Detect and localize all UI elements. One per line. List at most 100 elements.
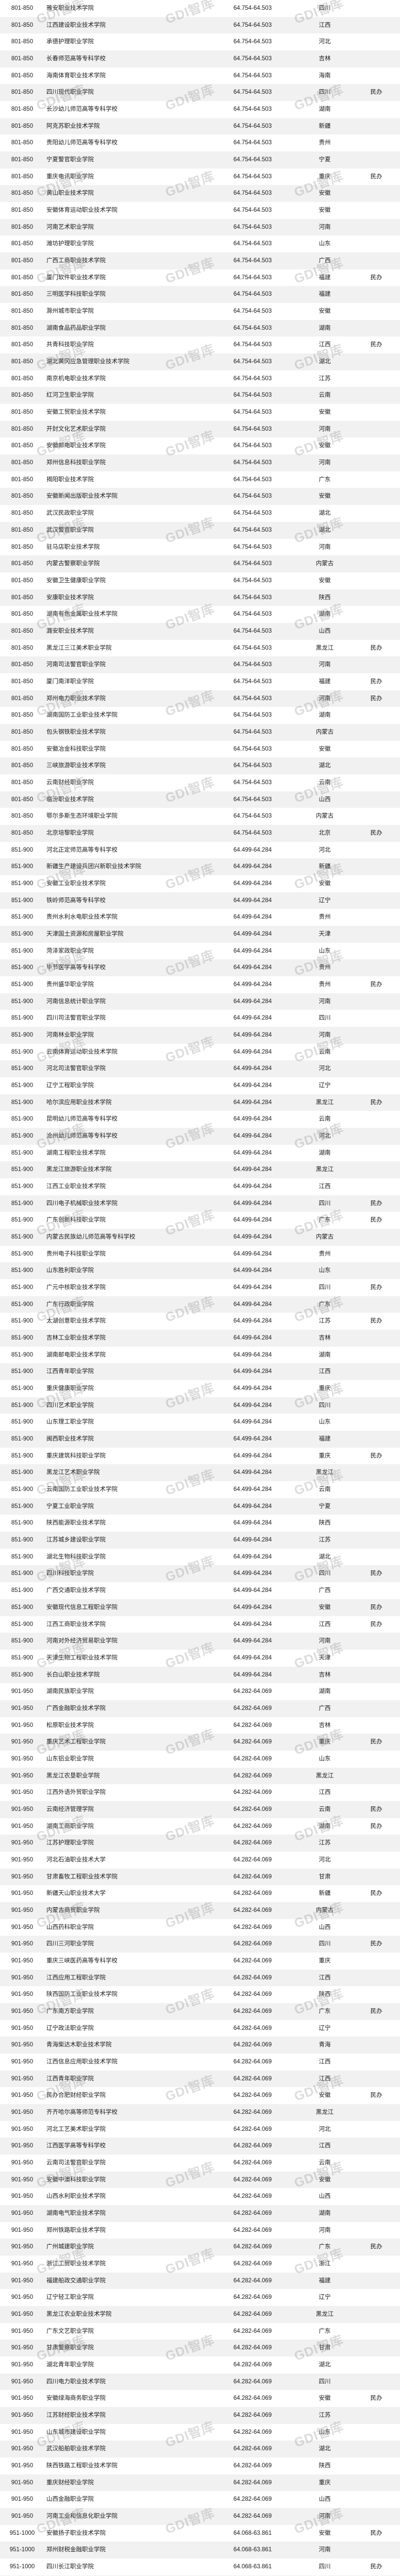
table-row[interactable]: 851-900 贵州水利水电职业技术学院 64.499-64.284 贵州: [0, 909, 400, 926]
table-row[interactable]: 801-850 三峡旅游职业技术学院 64.754-64.503 湖北: [0, 757, 400, 774]
table-row[interactable]: 801-850 云南财经职业学院 64.754-64.503 云南: [0, 774, 400, 791]
table-row[interactable]: 851-900 哈尔滨应用职业技术学院 64.499-64.284 黑龙江 民办: [0, 1094, 400, 1111]
table-row[interactable]: 901-950 湖北青年职业学院 64.282-64.069 湖北: [0, 2357, 400, 2374]
table-row[interactable]: 851-900 陕西能源职业技术学院 64.499-64.284 陕西: [0, 1515, 400, 1532]
table-row[interactable]: 901-950 浙江工贸职业技术学院 64.282-64.069 浙江: [0, 2256, 400, 2273]
table-row[interactable]: 801-850 贵阳幼儿师范高等专科学校 64.754-64.503 贵州: [0, 134, 400, 152]
table-row[interactable]: 851-900 湖北生物科技职业学院 64.499-64.284 湖北: [0, 1548, 400, 1566]
table-row[interactable]: 801-850 驻马店职业技术学院 64.754-64.503 河南: [0, 538, 400, 556]
table-row[interactable]: 801-850 广西工商职业技术学院 64.754-64.503 广西: [0, 252, 400, 269]
table-row[interactable]: 851-900 广东行政职业学院 64.499-64.284 广东: [0, 1296, 400, 1313]
table-row[interactable]: 851-900 天津国土资源和房屋职业学院 64.499-64.284 天津: [0, 925, 400, 943]
table-row[interactable]: 801-850 承德护理职业学院 64.754-64.503 河北: [0, 33, 400, 51]
table-row[interactable]: 801-850 海南体育职业技术学院 64.754-64.503 海南: [0, 67, 400, 84]
table-row[interactable]: 801-850 潞安职业技术学院 64.754-64.503 山西: [0, 622, 400, 640]
table-row[interactable]: 801-850 安徽体育运动职业技术学院 64.754-64.503 安徽: [0, 202, 400, 219]
table-row[interactable]: 851-900 辽宁工程职业学院 64.499-64.284 辽宁: [0, 1077, 400, 1094]
table-row[interactable]: 801-850 安徽冶金科技职业学院 64.754-64.503 安徽: [0, 740, 400, 758]
table-row[interactable]: 801-850 厦门软件职业技术学院 64.754-64.503 福建 民办: [0, 269, 400, 286]
table-row[interactable]: 801-850 郑州电力职业技术学院 64.754-64.503 河南 民办: [0, 690, 400, 707]
table-row[interactable]: 901-950 江西青年职业学院 64.282-64.069 江西: [0, 2070, 400, 2088]
table-row[interactable]: 901-950 武汉船舶职业技术学院 64.282-64.069 湖北: [0, 2441, 400, 2458]
table-row[interactable]: 801-850 开封文化艺术职业学院 64.754-64.503 河南: [0, 420, 400, 438]
table-row[interactable]: 801-850 安徽卫生健康职业学院 64.754-64.503 安徽: [0, 572, 400, 589]
table-row[interactable]: 801-850 河南司法警官职业学院 64.754-64.503 河南: [0, 656, 400, 673]
table-row[interactable]: 901-950 安徽绿海商务职业学院 64.282-64.069 安徽 民办: [0, 2390, 400, 2408]
table-row[interactable]: 801-850 武汉民政职业学院 64.754-64.503 湖北: [0, 505, 400, 522]
table-row[interactable]: 801-850 长沙幼儿师范高等专科学校 64.754-64.503 湖南: [0, 101, 400, 118]
table-row[interactable]: 801-850 重庆电讯职业学院 64.754-64.503 重庆 民办: [0, 168, 400, 185]
table-row[interactable]: 901-950 重庆三峡医药高等专科学校 64.282-64.069 重庆: [0, 1952, 400, 1970]
table-row[interactable]: 851-900 重庆建筑科技职业学院 64.499-64.284 重庆 民办: [0, 1447, 400, 1465]
table-row[interactable]: 901-950 山东铝业职业学院 64.282-64.069 山东: [0, 1750, 400, 1768]
table-row[interactable]: 851-900 河南信息统计职业学院 64.499-64.284 河南: [0, 993, 400, 1010]
table-row[interactable]: 851-900 四川司法警官职业学院 64.499-64.284 四川: [0, 1010, 400, 1027]
table-row[interactable]: 851-900 河南林业职业学院 64.499-64.284 河南: [0, 1026, 400, 1044]
table-row[interactable]: 801-850 厦门南洋职业学院 64.754-64.503 福建 民办: [0, 673, 400, 690]
table-row[interactable]: 901-950 河北工艺美术职业学院 64.282-64.069 河北: [0, 2121, 400, 2138]
table-row[interactable]: 901-950 河北石油职业技术大学 64.282-64.069 河北: [0, 1851, 400, 1869]
table-row[interactable]: 851-900 黑龙江艺术职业学院 64.499-64.284 黑龙江: [0, 1464, 400, 1482]
table-row[interactable]: 851-900 天津生物工程职业技术学院 64.499-64.284 天津: [0, 1649, 400, 1667]
table-row[interactable]: 851-900 贵州电子科技职业学院 64.499-64.284 贵州: [0, 1245, 400, 1263]
table-row[interactable]: 951-1000 四川长江职业学院 64.068-63.861 四川 民办: [0, 2558, 400, 2575]
table-row[interactable]: 901-950 湖南工商职业学院 64.282-64.069 湖南 民办: [0, 1818, 400, 1835]
table-row[interactable]: 951-1000 安徽扬子职业技术学院 64.068-63.861 安徽 民办: [0, 2524, 400, 2542]
table-row[interactable]: 851-900 黑龙江旅游职业技术学院 64.499-64.284 黑龙江: [0, 1161, 400, 1179]
table-row[interactable]: 851-900 四川艺术职业学院 64.499-64.284 四川: [0, 1397, 400, 1414]
table-row[interactable]: 901-950 山西水利职业技术学院 64.282-64.069 山西: [0, 2188, 400, 2206]
table-row[interactable]: 801-850 安徽新闻出版职业技术学院 64.754-64.503 安徽: [0, 488, 400, 505]
table-row[interactable]: 901-950 辽宁轻工职业学院 64.282-64.069 辽宁: [0, 2289, 400, 2307]
table-row[interactable]: 801-850 红河卫生职业学院 64.754-64.503 云南: [0, 387, 400, 404]
table-row[interactable]: 801-850 内蒙古警察职业学院 64.754-64.503 内蒙古: [0, 555, 400, 572]
table-row[interactable]: 901-950 安徽中澳科技职业学院 64.282-64.069 安徽: [0, 2171, 400, 2189]
table-row[interactable]: 801-850 临汾职业技术学院 64.754-64.503 山西: [0, 791, 400, 808]
table-row[interactable]: 901-950 江西外语外贸职业学院 64.282-64.069 江西: [0, 1784, 400, 1801]
table-row[interactable]: 901-950 四川三河职业学院 64.282-64.069 四川 民办: [0, 1936, 400, 1953]
table-row[interactable]: 901-950 齐齐哈尔高等师范专科学校 64.282-64.069 黑龙江: [0, 2104, 400, 2121]
table-row[interactable]: 901-950 陕西铁路工程职业技术学院 64.282-64.069 陕西: [0, 2458, 400, 2475]
table-row[interactable]: 801-850 武汉警官职业学院 64.754-64.503 湖北: [0, 521, 400, 539]
table-row[interactable]: 851-900 云南体育运动职业技术学院 64.499-64.284 云南: [0, 1043, 400, 1061]
table-row[interactable]: 901-950 江西应用工程职业学院 64.282-64.069 江西: [0, 1969, 400, 1987]
table-row[interactable]: 901-950 江苏护理职业学院 64.282-64.069 江苏: [0, 1835, 400, 1852]
table-row[interactable]: 801-850 河南艺术职业学院 64.754-64.503 河南: [0, 218, 400, 236]
table-row[interactable]: 851-900 新疆生产建设兵团兴新职业技术学院 64.499-64.284 新疆: [0, 858, 400, 875]
table-row[interactable]: 851-900 山东胜利职业学院 64.499-64.284 山东: [0, 1262, 400, 1280]
table-row[interactable]: 801-850 揭阳职业技术学院 64.754-64.503 广东: [0, 471, 400, 488]
table-row[interactable]: 801-850 共青科技职业学院 64.754-64.503 江西 民办: [0, 336, 400, 354]
table-row[interactable]: 801-850 郑州信息科技职业学院 64.754-64.503 河南: [0, 454, 400, 471]
table-row[interactable]: 901-950 甘肃畜牧工程职业技术学院 64.282-64.069 甘肃: [0, 1868, 400, 1886]
table-row[interactable]: 901-950 河南工业和信息化职业学院 64.282-64.069 河南: [0, 2508, 400, 2525]
table-row[interactable]: 851-900 吉林工业职业技术学院 64.499-64.284 吉林: [0, 1330, 400, 1347]
table-row[interactable]: 801-850 湖北黄冈应急管理职业技术学院 64.754-64.503 湖北: [0, 353, 400, 370]
table-row[interactable]: 851-900 昆明幼儿师范高等专科学校 64.499-64.284 云南: [0, 1111, 400, 1128]
table-row[interactable]: 801-850 长春师范高等专科学校 64.754-64.503 吉林: [0, 50, 400, 67]
table-row[interactable]: 901-950 内蒙古商贸职业学院 64.282-64.069 内蒙古: [0, 1902, 400, 1919]
table-row[interactable]: 801-850 黑龙江三江美术职业学院 64.754-64.503 黑龙江 民办: [0, 639, 400, 657]
table-row[interactable]: 851-900 太湖创意职业技术学院 64.499-64.284 江苏 民办: [0, 1313, 400, 1330]
table-row[interactable]: 901-950 辽宁政法职业学院 64.282-64.069 辽宁: [0, 2020, 400, 2037]
table-row[interactable]: 851-900 湖南邮电职业技术学院 64.499-64.284 湖南: [0, 1346, 400, 1364]
table-row[interactable]: 851-900 四川科技职业学院 64.499-64.284 四川 民办: [0, 1565, 400, 1583]
table-row[interactable]: 851-900 湖南工程职业技术学院 64.499-64.284 湖南: [0, 1144, 400, 1162]
table-row[interactable]: 851-900 河南对外经济贸易职业学院 64.499-64.284 河南: [0, 1633, 400, 1650]
table-row[interactable]: 801-850 江西建设职业技术学院 64.754-64.503 江西: [0, 16, 400, 34]
table-row[interactable]: 801-850 安徽工贸职业技术学院 64.754-64.503 安徽: [0, 404, 400, 421]
table-row[interactable]: 901-950 松原职业技术学院 64.282-64.069 吉林: [0, 1717, 400, 1734]
table-row[interactable]: 901-950 江西信息应用职业技术学院 64.282-64.069 江西: [0, 2053, 400, 2071]
table-row[interactable]: 801-850 安康职业技术学院 64.754-64.503 陕西: [0, 589, 400, 606]
table-row[interactable]: 851-900 河北正定师范高等专科学校 64.499-64.284 河北: [0, 841, 400, 859]
table-row[interactable]: 851-900 长白山职业技术学院 64.499-64.284 吉林: [0, 1666, 400, 1684]
table-row[interactable]: 901-950 四川电力职业技术学院 64.282-64.069 四川: [0, 2373, 400, 2391]
table-row[interactable]: 851-900 江西工商职业技术学院 64.499-64.284 江西 民办: [0, 1616, 400, 1633]
table-row[interactable]: 901-950 湖南电气职业技术学院 64.282-64.069 湖南: [0, 2205, 400, 2222]
table-row[interactable]: 801-850 安徽邮电职业技术学院 64.754-64.503 安徽: [0, 437, 400, 455]
table-row[interactable]: 901-950 甘肃警察职业学院 64.282-64.069 甘肃: [0, 2340, 400, 2357]
table-row[interactable]: 851-900 云南国防工业职业技术学院 64.499-64.284 云南: [0, 1481, 400, 1498]
table-row[interactable]: 901-950 福建船政交通职业学院 64.282-64.069 福建: [0, 2272, 400, 2290]
table-row[interactable]: 901-950 青海柴达木职业技术学院 64.282-64.069 青海: [0, 2037, 400, 2054]
table-row[interactable]: 851-900 毕节医学高等专科学校 64.499-64.284 贵州: [0, 959, 400, 976]
table-row[interactable]: 801-850 湖南食品药品职业学院 64.754-64.503 湖南: [0, 319, 400, 337]
table-row[interactable]: 801-850 北京培黎职业学院 64.754-64.503 北京 民办: [0, 824, 400, 842]
